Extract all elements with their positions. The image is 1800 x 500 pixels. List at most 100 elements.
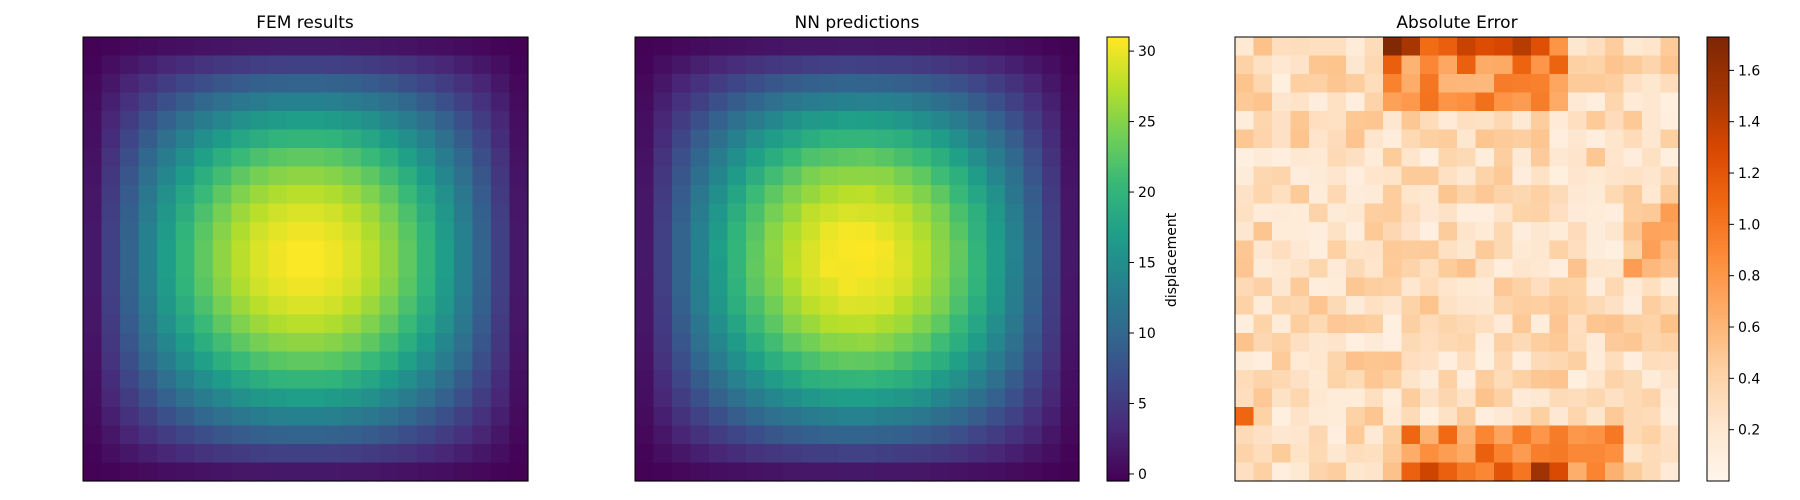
heatmap-cell [727,333,747,353]
heatmap-cell [175,259,195,279]
heatmap-cell [398,203,418,223]
heatmap-cell [1531,185,1551,205]
heatmap-cell [268,425,288,445]
heatmap-cell [101,314,121,334]
heatmap-cell [249,166,270,186]
heatmap-cell [286,74,307,94]
heatmap-cell [1549,92,1569,112]
heatmap-cell [727,185,747,205]
heatmap-cell [1457,166,1477,186]
heatmap-cell [1272,444,1292,464]
heatmap-cell [1401,462,1421,482]
heatmap-cell [212,407,232,427]
heatmap-cell [672,129,692,149]
heatmap-cell [212,129,232,149]
colorbar-step [1707,196,1729,201]
heatmap-cell [653,92,673,112]
heatmap-cell [1042,388,1062,408]
heatmap-cell [1272,129,1292,149]
heatmap-cell [1438,185,1458,205]
colorbar-step [1707,303,1729,308]
heatmap-cell [672,370,692,390]
heatmap-cell [709,296,729,316]
heatmap-cell [912,148,932,168]
heatmap-cell [1272,166,1292,186]
heatmap-cell [194,111,214,131]
heatmap-cell [653,333,673,353]
heatmap-cell [1327,203,1347,223]
heatmap-cell [361,222,381,242]
heatmap-cell [1364,314,1384,334]
heatmap-cell [268,222,288,242]
heatmap-cell [968,222,988,242]
heatmap-cell [1060,37,1080,57]
heatmap-cell [268,388,288,408]
heatmap-cell [949,111,969,131]
colorbar-step [1707,99,1729,105]
heatmap-cell [1364,111,1384,131]
heatmap-cell [783,444,803,464]
colorbar-step [1707,384,1729,390]
heatmap-cell [509,185,529,205]
heatmap-cell [138,351,158,371]
heatmap-cell [472,259,492,279]
heatmap-cell [490,148,511,168]
heatmap-cell [435,462,455,482]
heatmap-cell [672,55,692,75]
heatmap-cell [324,388,344,408]
heatmap-cell [727,407,747,427]
heatmap-cell [1512,462,1532,482]
colorbar-step [1107,210,1129,216]
heatmap-cell [472,129,492,149]
heatmap-cell [231,277,251,297]
heatmap-cell [635,351,655,371]
heatmap-cell [453,296,473,316]
heatmap-cell [894,425,914,445]
heatmap-cell [1494,388,1514,408]
heatmap-cell [746,92,766,112]
heatmap-cell [268,277,288,297]
heatmap-cell [324,111,344,131]
heatmap-cell [1512,388,1532,408]
heatmap-cell [416,407,436,427]
heatmap-cell [690,92,710,112]
heatmap-cell [801,111,821,131]
heatmap-cell [286,425,307,445]
heatmap-cell [801,462,821,482]
heatmap-cell [249,129,270,149]
heatmap-cell [1042,370,1062,390]
heatmap-cell [1290,74,1310,94]
heatmap-cell [875,259,895,279]
heatmap-cell [727,296,747,316]
heatmap-cell [1457,425,1477,445]
colorbar-step [1707,125,1729,131]
heatmap-cell [1623,148,1643,168]
heatmap-cell [509,370,529,390]
heatmap-cell [1005,92,1025,112]
heatmap-cell [342,444,362,464]
heatmap-cell [635,314,655,334]
heatmap-cell [783,203,803,223]
heatmap-cell [1438,407,1458,427]
heatmap-cell [490,333,511,353]
heatmap-cell [1272,74,1292,94]
heatmap-cell [472,92,492,112]
heatmap-cell [1568,111,1588,131]
heatmap-cell [875,74,895,94]
heatmap-cell [709,370,729,390]
heatmap-cell [1401,407,1421,427]
heatmap-cell [820,296,840,316]
heatmap-cell [1327,55,1347,75]
heatmap-cell [472,166,492,186]
heatmap-cell [1494,37,1514,57]
colorbar-step [1707,407,1729,412]
heatmap-cell [1235,92,1255,112]
heatmap-cell [509,425,529,445]
heatmap-cell [1401,370,1421,390]
colorbar-step [1707,262,1729,267]
colorbar-label-displacement: displacement [1164,212,1180,307]
heatmap-cell [709,55,729,75]
heatmap-cell [709,203,729,223]
heatmap-cell [416,166,436,186]
colorbar-step [1107,103,1129,108]
